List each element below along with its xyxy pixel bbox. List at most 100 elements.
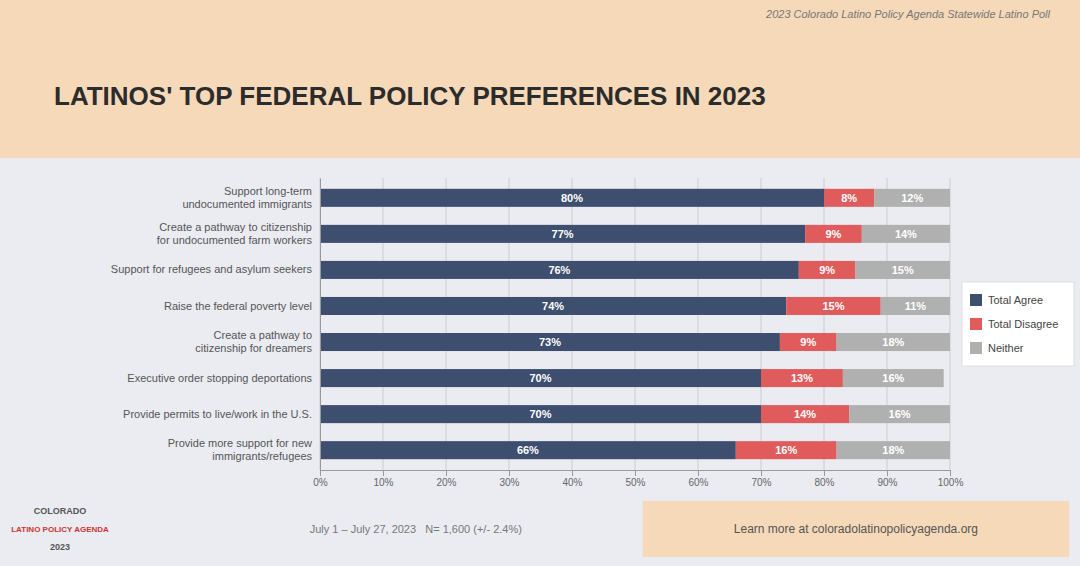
tick-mark [698, 470, 699, 476]
bar [761, 369, 843, 387]
data-label: 70% [529, 408, 551, 420]
legend-swatch [970, 294, 982, 306]
data-label: 18% [882, 444, 904, 456]
tick-label: 30% [499, 477, 519, 488]
grid-line [509, 178, 510, 470]
tick-label: Support long-termundocumented immigrants [182, 185, 312, 210]
legend-item: Total Agree [970, 294, 1043, 306]
tick: Provide more support for newimmigrants/r… [168, 437, 320, 462]
tick-label: 100% [938, 477, 964, 488]
grid-line [824, 178, 825, 470]
tick-label: 10% [373, 477, 393, 488]
tick-label: 60% [688, 477, 708, 488]
logo-text: LATINO POLICY AGENDA [11, 525, 109, 534]
bar [856, 261, 951, 279]
tick-mark [824, 470, 825, 476]
bar [320, 189, 824, 207]
tick-label: 70% [751, 477, 771, 488]
tick-label: 20% [436, 477, 456, 488]
tick-label: 90% [877, 477, 897, 488]
bar [837, 333, 950, 351]
logo-text: 2023 [50, 542, 70, 552]
tick-mark [635, 470, 636, 476]
grid-line [887, 178, 888, 470]
tick-mark [320, 470, 321, 476]
data-label: 12% [901, 192, 923, 204]
data-label: 14% [895, 228, 917, 240]
bar [862, 225, 950, 243]
tick: 50% [625, 470, 645, 488]
footer-box [643, 501, 1070, 557]
tick: Raise the federal poverty level [164, 299, 320, 311]
bar [837, 441, 950, 459]
tick-mark [572, 470, 573, 476]
tick-label: Provide permits to live/work in the U.S. [123, 408, 312, 420]
legend-swatch [970, 342, 982, 354]
legend-box [962, 282, 1074, 366]
tick-label: Raise the federal poverty level [164, 299, 312, 311]
tick-mark [950, 470, 951, 476]
logo-text: COLORADO [34, 506, 87, 516]
data-label: 76% [548, 264, 570, 276]
data-label: 66% [517, 444, 539, 456]
tick-mark [383, 470, 384, 476]
bar [320, 405, 761, 423]
data-label: 8% [841, 192, 857, 204]
bar [805, 225, 862, 243]
grid-line [635, 178, 636, 470]
data-label: 73% [539, 336, 561, 348]
tick: 90% [877, 470, 897, 488]
grid-line [950, 178, 951, 470]
tick: 60% [688, 470, 708, 488]
data-label: 74% [542, 300, 564, 312]
data-label: 9% [819, 264, 835, 276]
legend-item: Neither [970, 342, 1024, 354]
tick-label: Provide more support for newimmigrants/r… [168, 437, 313, 462]
grid-line [383, 178, 384, 470]
bar [874, 189, 950, 207]
tick-mark [887, 470, 888, 476]
data-label: 70% [529, 372, 551, 384]
tick-mark [509, 470, 510, 476]
data-label: 80% [561, 192, 583, 204]
tick-label: 80% [814, 477, 834, 488]
bar [881, 297, 950, 315]
data-label: 77% [552, 228, 574, 240]
tick: 40% [562, 470, 582, 488]
data-label: 9% [825, 228, 841, 240]
bars [320, 189, 950, 459]
bar [320, 261, 799, 279]
footer-text: July 1 – July 27, 2023 N= 1,600 (+/- 2.4… [310, 523, 522, 535]
footer-link: Learn more at coloradolatinopolicyagenda… [734, 522, 978, 536]
y-axis: Support long-termundocumented immigrants… [111, 179, 321, 471]
tick: 10% [373, 470, 393, 488]
grid-line [572, 178, 573, 470]
chart: 2023 Colorado Latino Policy Agenda State… [0, 0, 1080, 566]
tick-label: 50% [625, 477, 645, 488]
legend-label: Neither [988, 342, 1024, 354]
tick-mark [446, 470, 447, 476]
bar [799, 261, 856, 279]
data-label: 15% [892, 264, 914, 276]
title: LATINOS' TOP FEDERAL POLICY PREFERENCES … [54, 81, 766, 111]
logo: COLORADO LATINO POLICY AGENDA 2023 [11, 506, 109, 552]
bar [824, 189, 874, 207]
legend-swatch [970, 318, 982, 330]
legend-item: Total Disagree [970, 318, 1058, 330]
plot: 80%77%76%74%73%70%70%66%8%9%9%15%9%13%14… [111, 178, 964, 488]
header-background [0, 0, 1080, 158]
tick: Provide permits to live/work in the U.S. [123, 408, 320, 420]
bar [761, 405, 849, 423]
bar [320, 225, 805, 243]
tick: Create a pathway to citizenshipfor undoc… [157, 221, 320, 246]
data-label: 9% [800, 336, 816, 348]
tick-label: Create a pathway tocitizenship for dream… [195, 329, 312, 354]
data-label: 18% [882, 336, 904, 348]
tick: Support for refugees and asylum seekers [111, 263, 320, 275]
legend-label: Total Disagree [988, 318, 1058, 330]
axis-line [320, 179, 321, 471]
data-label: 15% [822, 300, 844, 312]
grid-line [698, 178, 699, 470]
data-label: 16% [889, 408, 911, 420]
data-labels: 80%77%76%74%73%70%70%66%8%9%9%15%9%13%14… [517, 192, 926, 456]
